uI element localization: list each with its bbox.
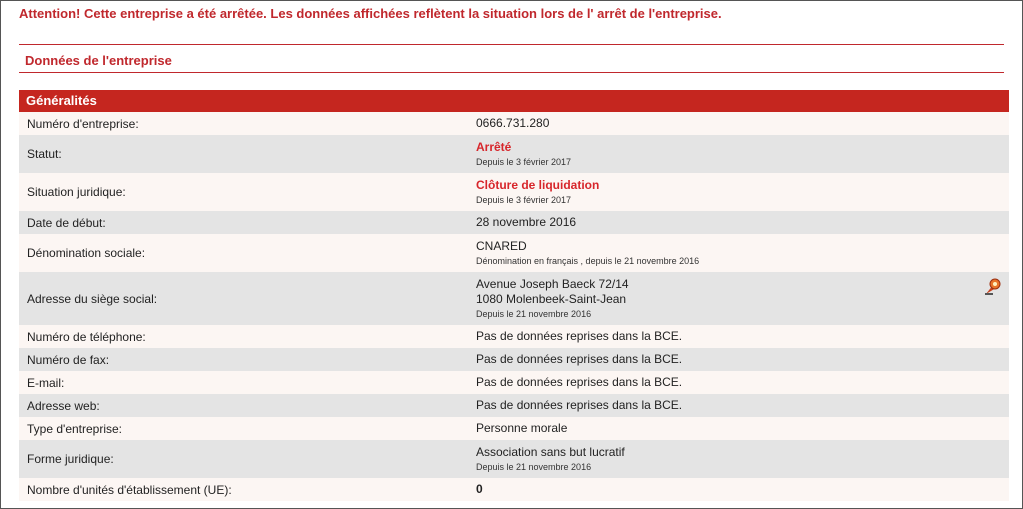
value: Pas de données reprises dans la BCE. bbox=[476, 398, 683, 412]
row: Numéro de fax: Pas de données reprises da… bbox=[19, 348, 1009, 371]
label: Numéro d'entreprise: bbox=[27, 116, 139, 131]
section-header: Données de l'entreprise bbox=[19, 44, 1004, 73]
row: Type d'entreprise: Personne morale bbox=[19, 417, 1009, 440]
row: Nombre d'unités d'établissement (UE): 0 bbox=[19, 478, 1009, 501]
value: Avenue Joseph Baeck 72/14 bbox=[476, 276, 629, 291]
note: Depuis le 3 février 2017 bbox=[476, 194, 572, 205]
label: Date de début: bbox=[27, 215, 106, 230]
label: E-mail: bbox=[27, 375, 65, 390]
value: 1080 Molenbeek-Saint-Jean bbox=[476, 291, 627, 306]
row: Statut: Arrêté Depuis le 3 février 2017 bbox=[19, 135, 1009, 173]
table: Généralités Numéro d'entreprise: 0666.731… bbox=[19, 90, 1009, 501]
value: Pas de données reprises dans la BCE. bbox=[476, 375, 683, 389]
label: Dénomination sociale: bbox=[27, 246, 146, 260]
map-icon[interactable] bbox=[983, 277, 1003, 297]
row: Date de début: 28 novembre 2016 bbox=[19, 211, 1009, 234]
note: Dénomination en français , depuis le 21 … bbox=[476, 255, 700, 266]
value: 0666.731.280 bbox=[476, 116, 550, 130]
row: Numéro d'entreprise: 0666.731.280 bbox=[19, 112, 1009, 135]
note: Depuis le 3 février 2017 bbox=[476, 156, 572, 167]
value: Clôture de liquidation bbox=[476, 177, 600, 192]
value: Pas de données reprises dans la BCE. bbox=[476, 329, 683, 343]
label: Type d'entreprise: bbox=[27, 421, 123, 436]
row: Situation juridique: Clôture de liquidati… bbox=[19, 173, 1009, 211]
row: Forme juridique: Association sans but luc… bbox=[19, 440, 1009, 478]
label: Adresse du siège social: bbox=[27, 291, 158, 306]
note: Depuis le 21 novembre 2016 bbox=[476, 308, 592, 319]
label: Adresse web: bbox=[27, 398, 100, 413]
label: Statut: bbox=[27, 147, 62, 161]
section-title: Données de l'entreprise bbox=[25, 53, 172, 68]
row: Adresse du siège social: Avenue Joseph Ba… bbox=[19, 272, 1009, 325]
label: Numéro de téléphone: bbox=[27, 329, 146, 344]
row: Adresse web: Pas de données reprises dans… bbox=[19, 394, 1009, 417]
value: Association sans but lucratif bbox=[476, 444, 625, 459]
label: Forme juridique: bbox=[27, 452, 114, 466]
value: Arrêté bbox=[476, 139, 512, 154]
alert: Attention! Cette entreprise a été arrêté… bbox=[19, 6, 722, 21]
value: 0 bbox=[476, 482, 483, 496]
label: Nombre d'unités d'établissement (UE): bbox=[27, 482, 232, 497]
value: Pas de données reprises dans la BCE. bbox=[476, 352, 683, 366]
label: Situation juridique: bbox=[27, 185, 126, 199]
row: Numéro de téléphone: Pas de données repri… bbox=[19, 325, 1009, 348]
value: CNARED bbox=[476, 238, 527, 253]
value: 28 novembre 2016 bbox=[476, 215, 577, 229]
row: E-mail: Pas de données reprises dans la B… bbox=[19, 371, 1009, 394]
row: Dénomination sociale: CNARED Dénomination … bbox=[19, 234, 1009, 272]
label: Numéro de fax: bbox=[27, 352, 110, 367]
note: Depuis le 21 novembre 2016 bbox=[476, 461, 592, 472]
value: Personne morale bbox=[476, 421, 568, 435]
table-title: Généralités bbox=[19, 90, 1009, 112]
